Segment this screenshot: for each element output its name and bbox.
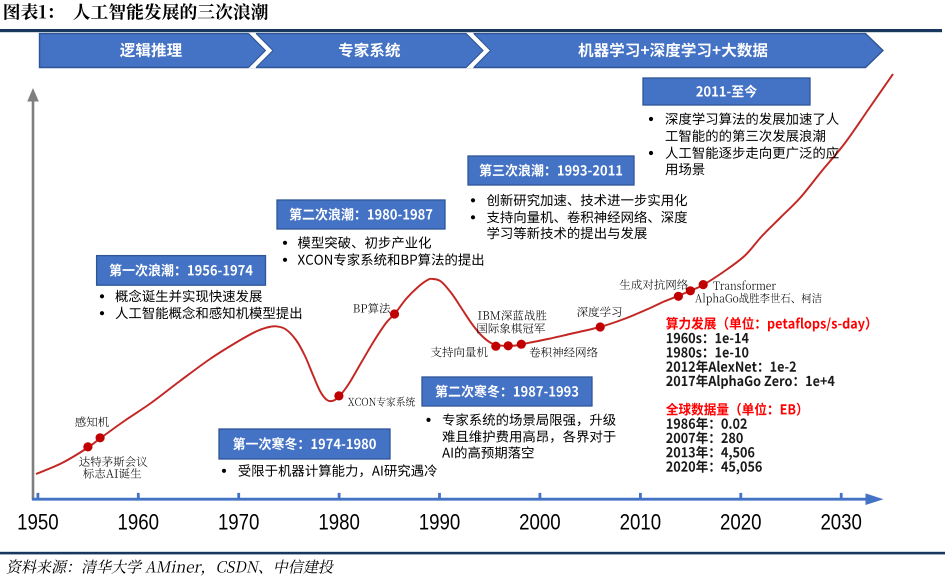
svg-text:2020: 2020: [720, 510, 762, 535]
svg-text:1990: 1990: [419, 510, 461, 535]
svg-text:1960: 1960: [118, 510, 160, 535]
svg-text:2030: 2030: [820, 510, 862, 535]
svg-text:2010: 2010: [620, 510, 662, 535]
svg-text:1970: 1970: [218, 510, 260, 535]
svg-text:1950: 1950: [17, 510, 59, 535]
svg-text:2000: 2000: [519, 510, 561, 535]
svg-text:1980: 1980: [318, 510, 360, 535]
